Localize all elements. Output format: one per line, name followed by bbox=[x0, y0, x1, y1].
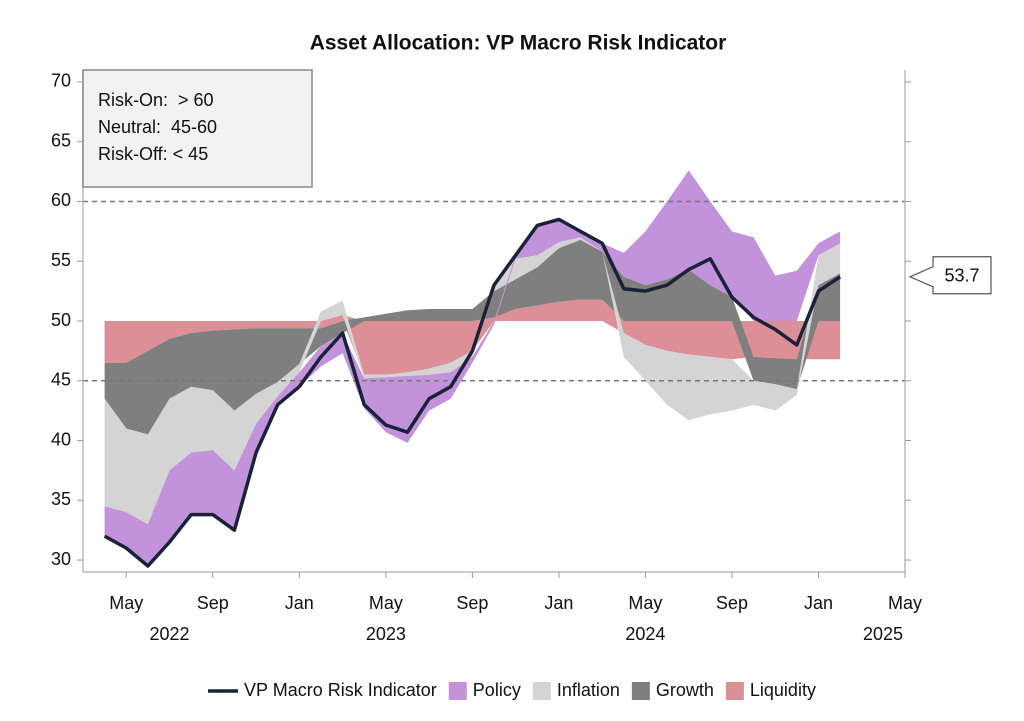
x-tick-label: Jan bbox=[544, 593, 573, 613]
y-tick-label: 40 bbox=[51, 429, 71, 449]
legend-swatch bbox=[532, 682, 551, 700]
annotation-line: Risk-On: > 60 bbox=[98, 90, 214, 110]
callout-box bbox=[908, 256, 992, 295]
legend-label: Policy bbox=[473, 680, 521, 700]
legend-label: Liquidity bbox=[750, 680, 816, 700]
y-tick-label: 50 bbox=[51, 310, 71, 330]
annotation-box bbox=[82, 69, 313, 188]
y-tick-label: 70 bbox=[51, 71, 71, 91]
x-tick-label: Sep bbox=[197, 593, 229, 613]
legend-item: VP Macro Risk Indicator bbox=[208, 680, 437, 700]
x-tick-label: May bbox=[888, 593, 922, 613]
x-year-label: 2023 bbox=[366, 624, 406, 644]
annotation-line: Neutral: 45-60 bbox=[98, 117, 217, 137]
annotation-line: Risk-Off: < 45 bbox=[98, 144, 208, 164]
area-policy bbox=[104, 170, 841, 566]
x-tick-label: May bbox=[109, 593, 143, 613]
legend: VP Macro Risk Indicator Policy Inflation Gr… bbox=[208, 680, 816, 700]
legend-label: VP Macro Risk Indicator bbox=[244, 680, 437, 700]
legend-item: Liquidity bbox=[725, 680, 816, 700]
chart-title: Asset Allocation: VP Macro Risk Indicato… bbox=[310, 32, 727, 55]
y-tick-label: 65 bbox=[51, 130, 71, 150]
indicator-line bbox=[103, 217, 842, 568]
y-tick-label: 60 bbox=[51, 190, 71, 210]
legend-swatch bbox=[448, 682, 467, 700]
x-tick-label: Jan bbox=[804, 593, 833, 613]
legend-swatch bbox=[631, 682, 650, 700]
x-year-label: 2022 bbox=[150, 624, 190, 644]
legend-swatch bbox=[725, 682, 744, 700]
legend-label: Growth bbox=[656, 680, 714, 700]
y-tick-label: 30 bbox=[51, 549, 71, 569]
x-tick-label: Jan bbox=[285, 593, 314, 613]
legend-item: Inflation bbox=[532, 680, 620, 700]
legend-label: Inflation bbox=[557, 680, 620, 700]
y-tick-label: 55 bbox=[51, 250, 71, 270]
area-liquidity bbox=[104, 299, 841, 375]
y-tick-label: 35 bbox=[51, 489, 71, 509]
legend-item: Growth bbox=[631, 680, 714, 700]
x-year-label: 2024 bbox=[625, 624, 665, 644]
x-tick-label: May bbox=[628, 593, 662, 613]
legend-item: Policy bbox=[448, 680, 521, 700]
callout-label: 53.7 bbox=[944, 266, 979, 286]
x-tick-label: May bbox=[369, 593, 403, 613]
area-inflation bbox=[104, 237, 841, 525]
x-tick-label: Sep bbox=[456, 593, 488, 613]
x-year-label: 2025 bbox=[863, 624, 903, 644]
y-tick-label: 45 bbox=[51, 370, 71, 390]
x-tick-label: Sep bbox=[716, 593, 748, 613]
